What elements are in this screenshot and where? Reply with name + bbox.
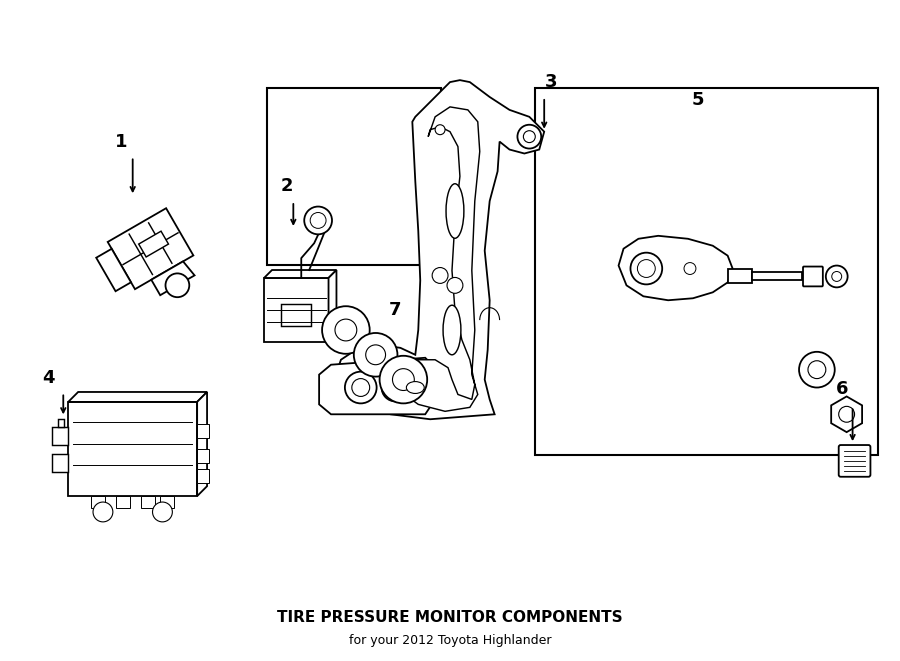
Text: 7: 7 — [389, 301, 401, 319]
Text: 6: 6 — [835, 381, 848, 399]
Circle shape — [832, 272, 842, 282]
Polygon shape — [96, 249, 131, 292]
Bar — [267, 88, 441, 265]
Polygon shape — [618, 236, 733, 300]
Bar — [197, 424, 209, 438]
Circle shape — [524, 131, 536, 143]
Circle shape — [152, 502, 173, 522]
Text: 4: 4 — [42, 369, 55, 387]
Polygon shape — [151, 261, 194, 295]
Circle shape — [322, 306, 370, 354]
Text: for your 2012 Toyota Highlander: for your 2012 Toyota Highlander — [349, 634, 551, 647]
Bar — [752, 272, 802, 280]
Circle shape — [335, 319, 356, 341]
Circle shape — [354, 333, 398, 377]
Circle shape — [310, 212, 326, 228]
Ellipse shape — [446, 184, 464, 238]
Bar — [727, 268, 752, 284]
Circle shape — [345, 371, 376, 403]
Circle shape — [365, 345, 385, 365]
Polygon shape — [68, 392, 207, 402]
Circle shape — [435, 125, 445, 135]
Circle shape — [382, 373, 410, 401]
Polygon shape — [328, 270, 337, 342]
Circle shape — [388, 379, 403, 395]
Circle shape — [684, 262, 696, 274]
Circle shape — [518, 125, 541, 149]
Circle shape — [631, 253, 662, 284]
Polygon shape — [139, 231, 168, 257]
Polygon shape — [52, 427, 68, 445]
Circle shape — [93, 502, 112, 522]
Circle shape — [166, 274, 189, 297]
Bar — [197, 449, 209, 463]
Circle shape — [808, 361, 826, 379]
Ellipse shape — [411, 383, 425, 393]
Polygon shape — [197, 392, 207, 496]
Circle shape — [432, 268, 448, 284]
FancyBboxPatch shape — [803, 266, 823, 286]
Text: 3: 3 — [544, 73, 557, 91]
Ellipse shape — [443, 305, 461, 355]
Circle shape — [352, 379, 370, 397]
Circle shape — [392, 369, 414, 391]
Circle shape — [637, 260, 655, 278]
Circle shape — [826, 266, 848, 288]
Text: 5: 5 — [691, 91, 704, 109]
Bar — [282, 304, 311, 326]
FancyBboxPatch shape — [839, 445, 870, 477]
Bar — [535, 88, 878, 455]
Text: 2: 2 — [280, 177, 292, 195]
Polygon shape — [68, 402, 197, 496]
Text: 1: 1 — [114, 133, 127, 151]
Bar — [140, 496, 155, 508]
Polygon shape — [264, 278, 328, 342]
Bar — [91, 496, 105, 508]
Ellipse shape — [407, 381, 424, 393]
Circle shape — [447, 278, 463, 293]
Bar — [197, 469, 209, 483]
Polygon shape — [393, 107, 480, 411]
Polygon shape — [320, 358, 435, 414]
Bar — [116, 496, 130, 508]
Circle shape — [304, 206, 332, 234]
Circle shape — [799, 352, 834, 387]
Polygon shape — [52, 454, 68, 472]
Bar — [160, 496, 175, 508]
Polygon shape — [336, 80, 544, 419]
Circle shape — [380, 356, 428, 403]
Polygon shape — [264, 270, 337, 278]
Circle shape — [839, 407, 855, 422]
Polygon shape — [58, 419, 64, 427]
Polygon shape — [108, 208, 194, 289]
Text: TIRE PRESSURE MONITOR COMPONENTS: TIRE PRESSURE MONITOR COMPONENTS — [277, 610, 623, 625]
